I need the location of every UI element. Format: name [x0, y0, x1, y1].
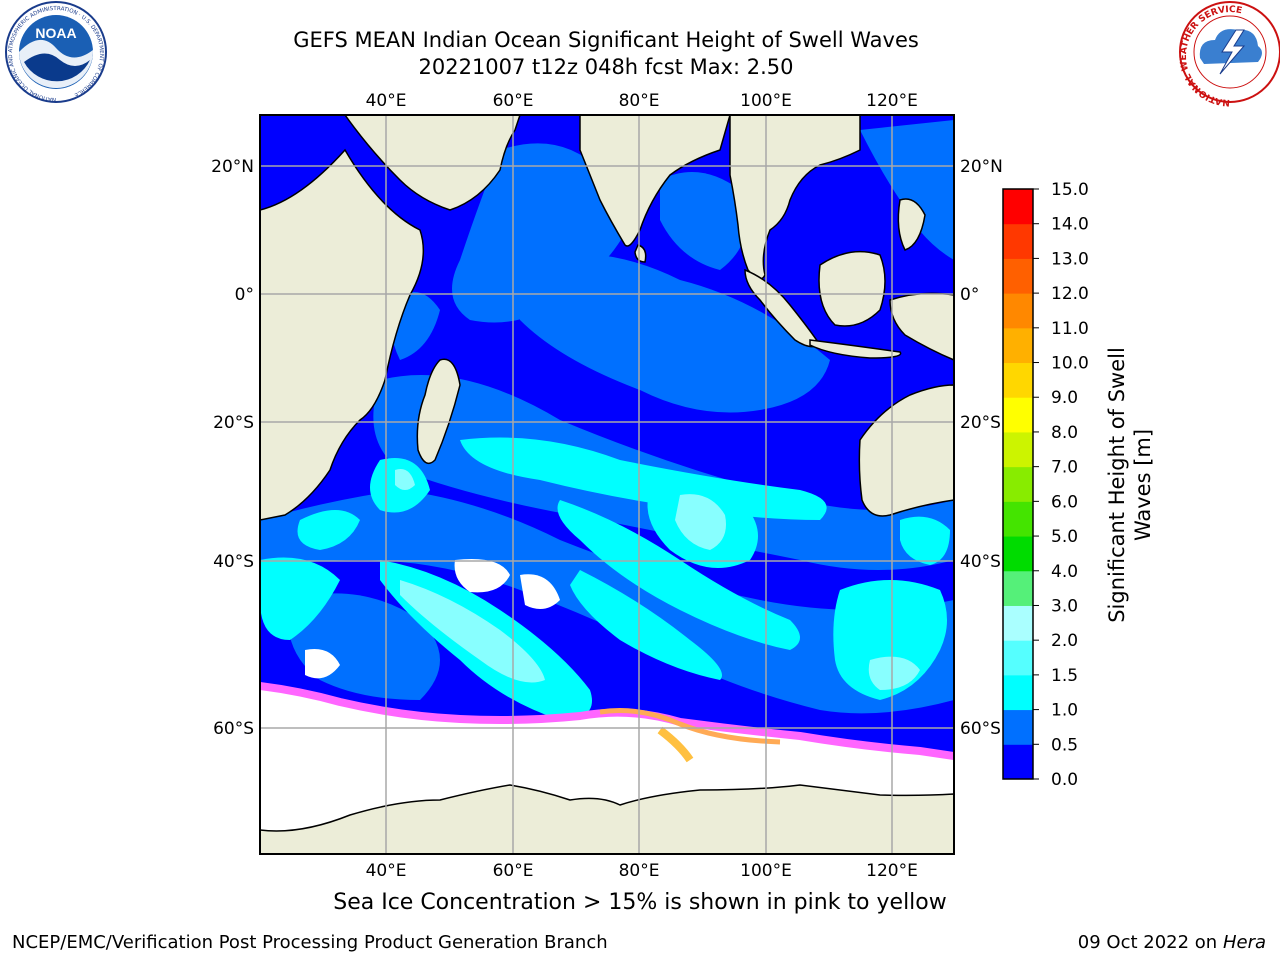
land-india — [579, 115, 731, 247]
ice-edge — [260, 682, 954, 760]
map-subtitle: 20221007 t12z 048h fcst Max: 2.50 — [418, 55, 794, 79]
lat-label: 0° — [235, 285, 254, 305]
land-australia — [858, 384, 954, 517]
lon-label: 80°E — [619, 861, 660, 881]
colorbar-bin — [1003, 431, 1033, 468]
lat-label: 60°S — [960, 719, 1001, 739]
colorbar-bin — [1003, 293, 1033, 329]
colorbar-label: Significant Height of Swell — [1105, 347, 1129, 623]
run-date: 09 Oct 2022 on Hera — [1078, 932, 1266, 953]
colorbar-tick-label: 11.0 — [1051, 319, 1089, 339]
lat-label: 40°S — [213, 552, 254, 572]
graticule — [260, 115, 954, 854]
land-sri-lanka — [634, 244, 647, 263]
colorbar — [1002, 188, 1034, 780]
colorbar-tick-label: 3.0 — [1051, 596, 1078, 616]
nws-logo: NATIONAL WEATHER SERVICE — [1179, 1, 1280, 107]
land-masses — [260, 115, 954, 854]
lon-label: 60°E — [493, 91, 534, 111]
lon-labels-bottom: 40°E 60°E 80°E 100°E 120°E — [366, 861, 918, 881]
lat-label: 40°S — [960, 552, 1001, 572]
colorbar-tick-label: 0.5 — [1051, 735, 1078, 755]
lon-label: 60°E — [493, 861, 534, 881]
lat-label: 20°S — [213, 413, 254, 433]
sea-ice-patch — [305, 649, 340, 679]
lon-label: 80°E — [619, 91, 660, 111]
colorbar-bin — [1003, 258, 1033, 294]
sea-ice-caption: Sea Ice Concentration > 15% is shown in … — [333, 890, 947, 915]
colorbar-tick-label: 6.0 — [1051, 492, 1078, 512]
land-philippines — [897, 198, 926, 251]
land-madagascar — [416, 358, 461, 465]
lon-label: 120°E — [866, 861, 918, 881]
lat-label: 20°N — [211, 157, 254, 177]
colorbar-tick-label: 13.0 — [1051, 249, 1089, 269]
lon-label: 40°E — [366, 91, 407, 111]
land-africa — [260, 148, 425, 521]
colorbar-tick-label: 2.0 — [1051, 631, 1078, 651]
sea-ice-patch — [520, 574, 560, 609]
land-se-asia — [729, 115, 861, 280]
land-arabia — [260, 115, 521, 211]
lon-labels-top: 40°E 60°E 80°E 100°E 120°E — [366, 91, 918, 111]
land-antarctica — [260, 784, 954, 854]
colorbar-bin — [1003, 605, 1033, 641]
colorbar-tick-label: 8.0 — [1051, 423, 1078, 443]
lat-label: 20°S — [960, 413, 1001, 433]
colorbar-bin — [1003, 570, 1033, 606]
map-frame — [259, 114, 955, 855]
colorbar-tick-label: 15.0 — [1051, 180, 1089, 200]
lat-label: 60°S — [213, 719, 254, 739]
colorbar-tick-label: 4.0 — [1051, 562, 1078, 582]
colorbar-label-units: Waves [m] — [1131, 429, 1155, 541]
colorbar-bin — [1003, 362, 1033, 398]
colorbar-bin — [1003, 744, 1033, 780]
lon-label: 100°E — [740, 861, 792, 881]
land-borneo — [818, 250, 886, 327]
noaa-logo: NOAA NATIONAL OCEANIC AND ATMOSPHERIC AD… — [5, 1, 107, 103]
colorbar-tick-label: 7.0 — [1051, 458, 1078, 478]
lon-label: 40°E — [366, 861, 407, 881]
swell-1.5-2.0-regions — [395, 469, 920, 690]
colorbar-tick-label: 1.0 — [1051, 701, 1078, 721]
colorbar-bin — [1003, 327, 1033, 364]
colorbar-tick-label: 12.0 — [1051, 284, 1089, 304]
run-date-text: 09 Oct 2022 on — [1077, 932, 1223, 953]
colorbar-ticks: 0.0 0.5 1.0 1.5 2.0 3.0 4.0 5.0 6.0 7.0 8.0 9.0 10.0… — [1033, 180, 1089, 790]
lat-labels-right: 20°N 0° 20°S 40°S 60°S — [960, 157, 1003, 739]
run-host: Hera — [1222, 932, 1266, 953]
colorbar-bin — [1003, 709, 1033, 745]
map-title: GEFS MEAN Indian Ocean Significant Heigh… — [293, 28, 919, 52]
lat-labels-left: 20°N 0° 20°S 40°S 60°S — [211, 157, 254, 739]
lon-label: 120°E — [866, 91, 918, 111]
colorbar-tick-label: 5.0 — [1051, 527, 1078, 547]
colorbar-tick-label: 9.0 — [1051, 388, 1078, 408]
map-plot-area — [260, 115, 954, 854]
ice-edge-inner — [657, 726, 694, 763]
lon-label: 100°E — [740, 91, 792, 111]
colorbar-bin — [1003, 536, 1033, 572]
colorbar-tick-label: 0.0 — [1051, 770, 1078, 790]
colorbar-tick-label: 10.0 — [1051, 354, 1089, 374]
colorbar-bin — [1003, 501, 1033, 537]
land-java — [809, 339, 902, 359]
colorbar-bin — [1003, 640, 1033, 676]
land-sumatra — [744, 268, 822, 348]
colorbar-tick-label: 1.5 — [1051, 666, 1078, 686]
colorbar-bin — [1003, 223, 1033, 259]
lat-label: 0° — [960, 285, 979, 305]
ice-edge-inner — [599, 708, 781, 745]
colorbar-bin — [1003, 466, 1033, 502]
colorbar-bin — [1003, 674, 1033, 711]
colorbar-bin — [1003, 397, 1033, 433]
noaa-logo-text: NOAA — [35, 25, 76, 41]
producer-credit: NCEP/EMC/Verification Post Processing Pr… — [12, 932, 608, 953]
sea-ice-patch — [454, 559, 510, 593]
colorbar-tick-label: 14.0 — [1051, 215, 1089, 235]
lat-label: 20°N — [960, 157, 1003, 177]
colorbar-frame — [1002, 188, 1034, 780]
colorbar-bin — [1003, 189, 1033, 225]
